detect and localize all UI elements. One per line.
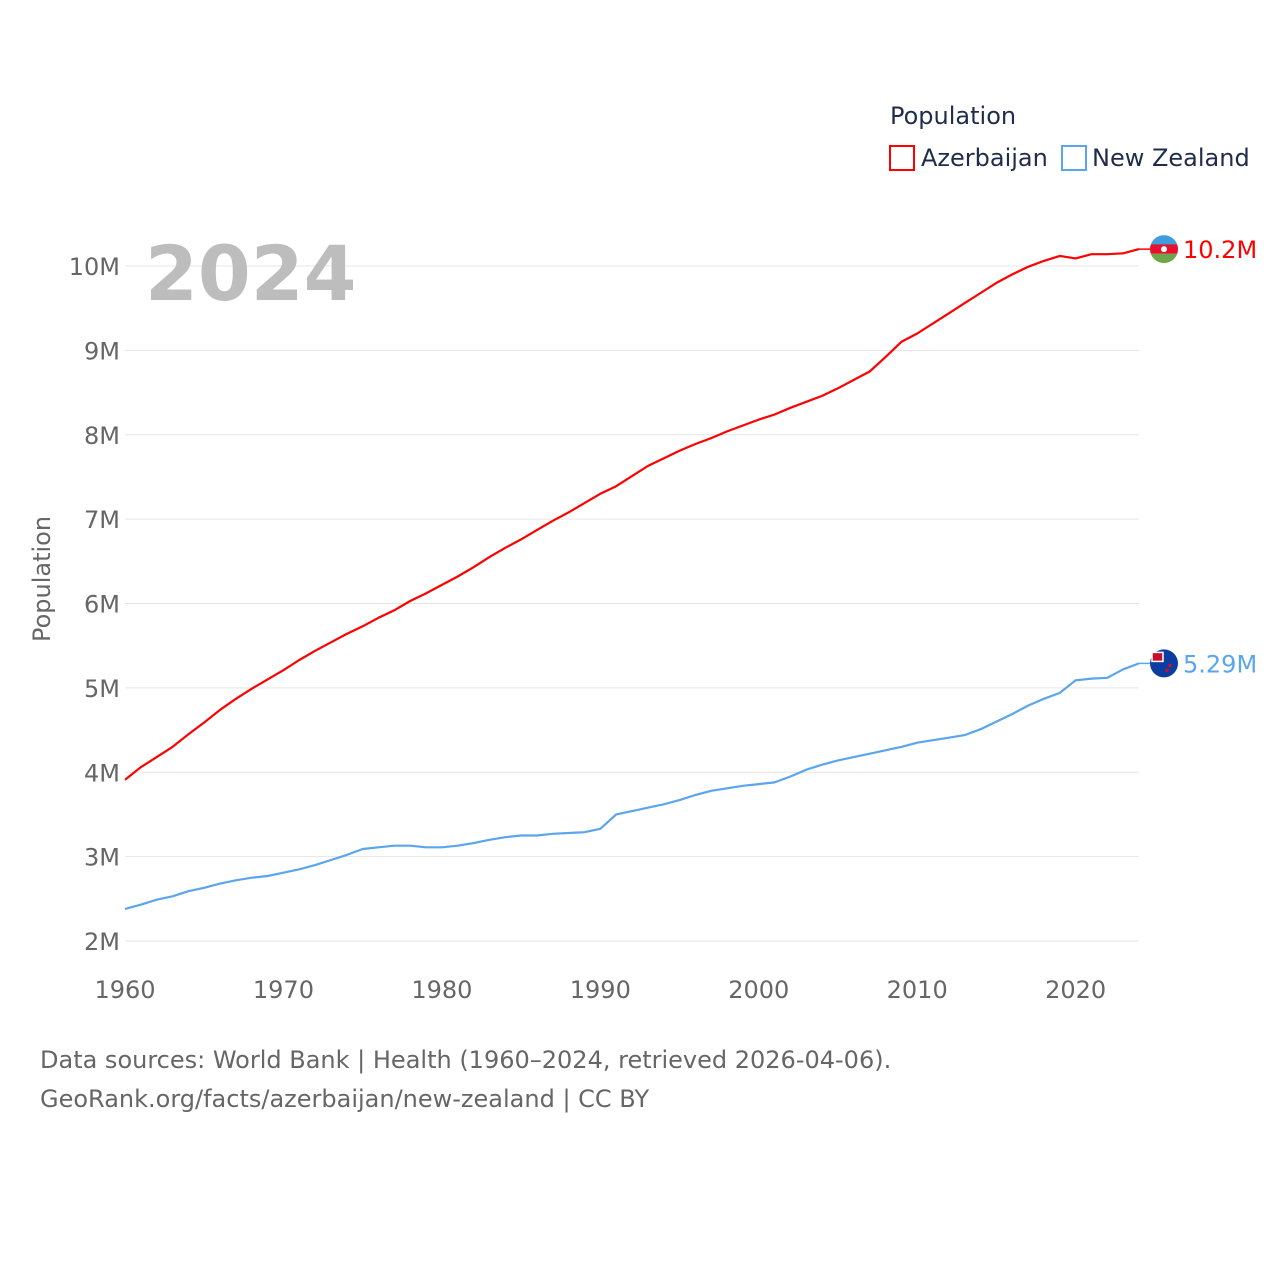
data-source-text: Data sources: World Bank | Health (1960–…: [40, 1046, 892, 1074]
year-watermark: 2024: [145, 229, 357, 318]
new-zealand-flag-icon: [1150, 649, 1178, 678]
y-tick-label: 10M: [69, 253, 120, 281]
series-lines: [124, 248, 1140, 910]
x-tick-label: 1960: [94, 976, 155, 1004]
x-tick-label: 2020: [1045, 976, 1106, 1004]
y-tick-label: 5M: [84, 675, 120, 703]
azerbaijan-flag-icon: [1150, 235, 1178, 264]
legend-swatch: [1061, 145, 1087, 171]
grid-lines: [125, 265, 1139, 942]
end-markers: 10.2M 5.29M: [1139, 235, 1257, 678]
y-tick-label: 8M: [84, 422, 120, 450]
legend-swatch: [889, 145, 915, 171]
legend-title: Population: [890, 102, 1016, 130]
series-line-new-zealand: [124, 662, 1140, 910]
y-tick-label: 7M: [84, 506, 120, 534]
end-value-label: 5.29M: [1183, 650, 1257, 678]
y-tick-label: 3M: [84, 844, 120, 872]
series-line-azerbaijan: [124, 248, 1140, 781]
y-axis-label: Population: [28, 516, 56, 642]
x-tick-label: 1990: [570, 976, 631, 1004]
x-axis-ticks: 1960 1970 1980 1990 2000 2010 2020: [94, 976, 1106, 1004]
y-tick-label: 4M: [84, 759, 120, 787]
end-value-label: 10.2M: [1183, 236, 1257, 264]
y-tick-label: 9M: [84, 337, 120, 365]
y-tick-label: 2M: [84, 928, 120, 956]
x-tick-label: 2010: [887, 976, 948, 1004]
x-tick-label: 1980: [411, 976, 472, 1004]
x-tick-label: 2000: [728, 976, 789, 1004]
legend-label: New Zealand: [1092, 144, 1250, 172]
legend-label: Azerbaijan: [921, 144, 1048, 172]
x-tick-label: 1970: [253, 976, 314, 1004]
legend-item-azerbaijan[interactable]: Azerbaijan: [889, 144, 1048, 172]
legend-item-new-zealand[interactable]: New Zealand: [1061, 144, 1250, 172]
y-tick-label: 6M: [84, 591, 120, 619]
source-url-text[interactable]: GeoRank.org/facts/azerbaijan/new-zealand…: [40, 1085, 650, 1113]
y-axis-ticks: 2M 3M 4M 5M 6M 7M 8M 9M 10M: [69, 253, 120, 956]
